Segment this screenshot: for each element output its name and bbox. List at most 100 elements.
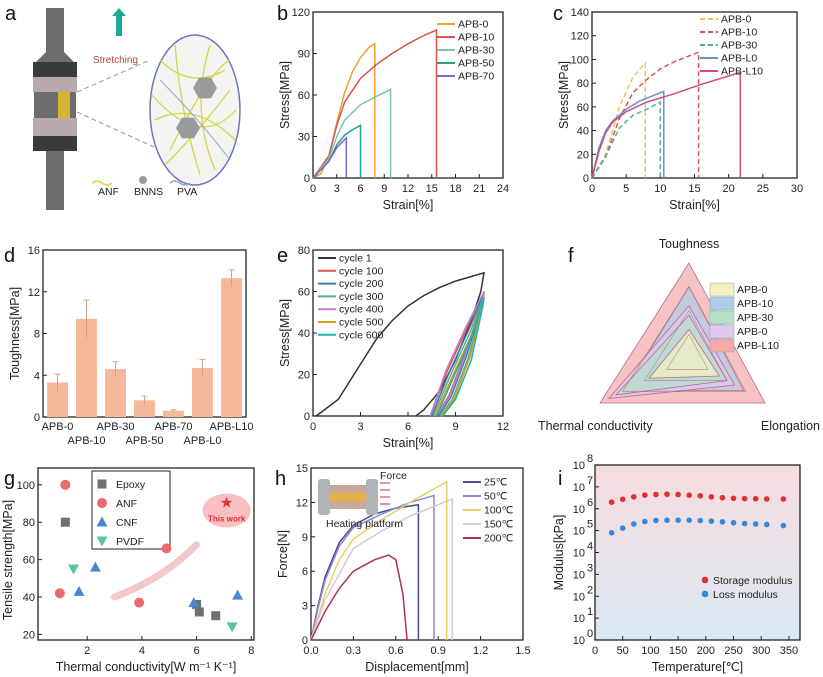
data-point-Storage modulus — [641, 491, 649, 499]
bar-APB-10 — [76, 318, 97, 417]
x-tick-label: 12 — [497, 421, 509, 433]
lower-clamp — [33, 136, 77, 151]
legend-label: APB-70 — [458, 71, 494, 83]
specimen-grip — [34, 8, 76, 210]
upper-clamp — [33, 62, 77, 77]
legend-label: Loss modulus — [713, 589, 778, 601]
y-axis-label: Force[N] — [276, 530, 290, 578]
legend-swatch — [709, 282, 735, 297]
legend-label: APB-0 — [737, 284, 768, 296]
y-tick-label: 10 — [573, 460, 585, 472]
data-point-CNF — [73, 585, 85, 596]
bar-APB-30 — [105, 368, 126, 417]
y-tick-exponent: 7 — [587, 475, 593, 487]
data-point-Loss modulus — [752, 520, 759, 528]
legend-label: cycle 100 — [339, 265, 384, 277]
radar-grid — [666, 333, 709, 370]
data-point-Storage modulus — [730, 495, 737, 502]
data-point-Storage modulus — [608, 499, 615, 506]
y-tick-exponent: 5 — [587, 519, 593, 531]
film-sample — [58, 92, 70, 118]
legend-label: cycle 600 — [339, 329, 384, 341]
data-point-Storage modulus — [619, 496, 626, 503]
legend-label: APB-30 — [458, 45, 494, 57]
legend-marker — [97, 498, 107, 508]
x-tick-label: 100 — [641, 645, 659, 657]
data-point-Loss modulus — [686, 517, 693, 524]
x-tick-label: 200 — [697, 645, 715, 657]
series-line-APB-30 — [591, 100, 662, 179]
x-tick-label: 15 — [688, 183, 700, 195]
data-point-Storage modulus — [652, 491, 660, 498]
y-tick-label: 0 — [304, 173, 310, 185]
data-point-ANF — [161, 543, 172, 554]
x-tick-label: 0.3 — [346, 645, 361, 657]
x-tick-label: 350 — [780, 645, 798, 657]
x-tick-label: 9 — [381, 183, 387, 195]
x-tick-label: 15 — [426, 183, 438, 195]
data-point-Storage modulus — [697, 492, 704, 499]
stretch-arrow-icon — [112, 8, 126, 36]
x-tick-label: APB-50 — [126, 435, 164, 447]
x-axis-label: Strain[%] — [383, 198, 434, 212]
y-tick-label: 10 — [573, 526, 585, 538]
y-tick-label: 10 — [573, 613, 585, 625]
x-tick-label: 6 — [357, 183, 363, 195]
y-axis-label: Tensile strength[MPa] — [1, 500, 15, 620]
series-line-cycle 600 — [435, 297, 485, 417]
legend-label: APB-L10 — [737, 340, 779, 352]
x-tick-label: 4 — [139, 645, 145, 657]
x-tick-label: 24 — [497, 183, 509, 195]
y-tick-label: 0 — [302, 635, 308, 647]
legend-label: APB-10 — [721, 27, 757, 39]
legend-label: 150℃ — [484, 519, 514, 531]
data-point-Loss modulus — [630, 520, 637, 528]
pva-legend-icon — [169, 180, 191, 186]
zoom-guide — [76, 59, 151, 93]
axes-frame-h — [310, 467, 524, 641]
radar-grid — [644, 310, 728, 381]
panel-label-e: e — [277, 245, 288, 267]
y-tick-exponent: 8 — [587, 453, 593, 465]
x-axis-label: Displacement[mm] — [365, 660, 469, 674]
x-tick-label: 1.5 — [515, 645, 530, 657]
y-tick-exponent: 0 — [587, 628, 593, 640]
panel-label-c: c — [553, 3, 563, 25]
x-tick-label: 0 — [310, 183, 316, 195]
legend-marker — [97, 479, 107, 489]
bar-APB-50 — [134, 400, 155, 417]
data-point-Loss modulus — [663, 517, 671, 524]
x-axis-label: Thermal conductivity[W m⁻¹ K⁻¹] — [56, 660, 237, 674]
legend-label: PVDF — [116, 536, 144, 548]
legend-swatch — [709, 338, 735, 353]
y-tick-label: 40 — [577, 126, 589, 138]
bnns-hexagon — [193, 77, 217, 99]
data-point-Loss modulus — [708, 518, 715, 525]
stretching-label: Stretching — [93, 55, 138, 66]
x-axis-label: Strain[%] — [669, 198, 720, 212]
x-tick-label: 2 — [84, 645, 90, 657]
y-tick-label: 120 — [571, 31, 589, 43]
series-line-50℃ — [310, 494, 435, 641]
x-axis-label: Strain[%] — [383, 436, 434, 450]
y-tick-label: 100 — [17, 480, 35, 492]
legend-label: cycle 400 — [339, 304, 384, 316]
upper-pad — [33, 77, 77, 92]
x-tick-label: APB-L0 — [184, 435, 222, 447]
inset-heater — [330, 493, 366, 501]
x-tick-label: 10 — [654, 183, 666, 195]
legend-label: APB-L0 — [721, 53, 757, 65]
bar-APB-L10 — [221, 278, 242, 417]
data-point-CNF — [188, 597, 200, 608]
radar-axis-label: Elongation — [761, 419, 820, 433]
y-tick-exponent: 2 — [587, 584, 593, 596]
anf-fiber — [174, 44, 201, 176]
legend-label: APB-0 — [458, 19, 489, 31]
x-tick-label: 8 — [248, 645, 254, 657]
bnns-legend-icon — [139, 176, 147, 184]
legend-label: cycle 500 — [339, 317, 384, 329]
data-point-Loss modulus — [780, 522, 787, 529]
y-tick-label: 30 — [298, 132, 310, 144]
panel-label-g: g — [4, 468, 15, 490]
illustration-legend-label: PVA — [177, 186, 197, 198]
